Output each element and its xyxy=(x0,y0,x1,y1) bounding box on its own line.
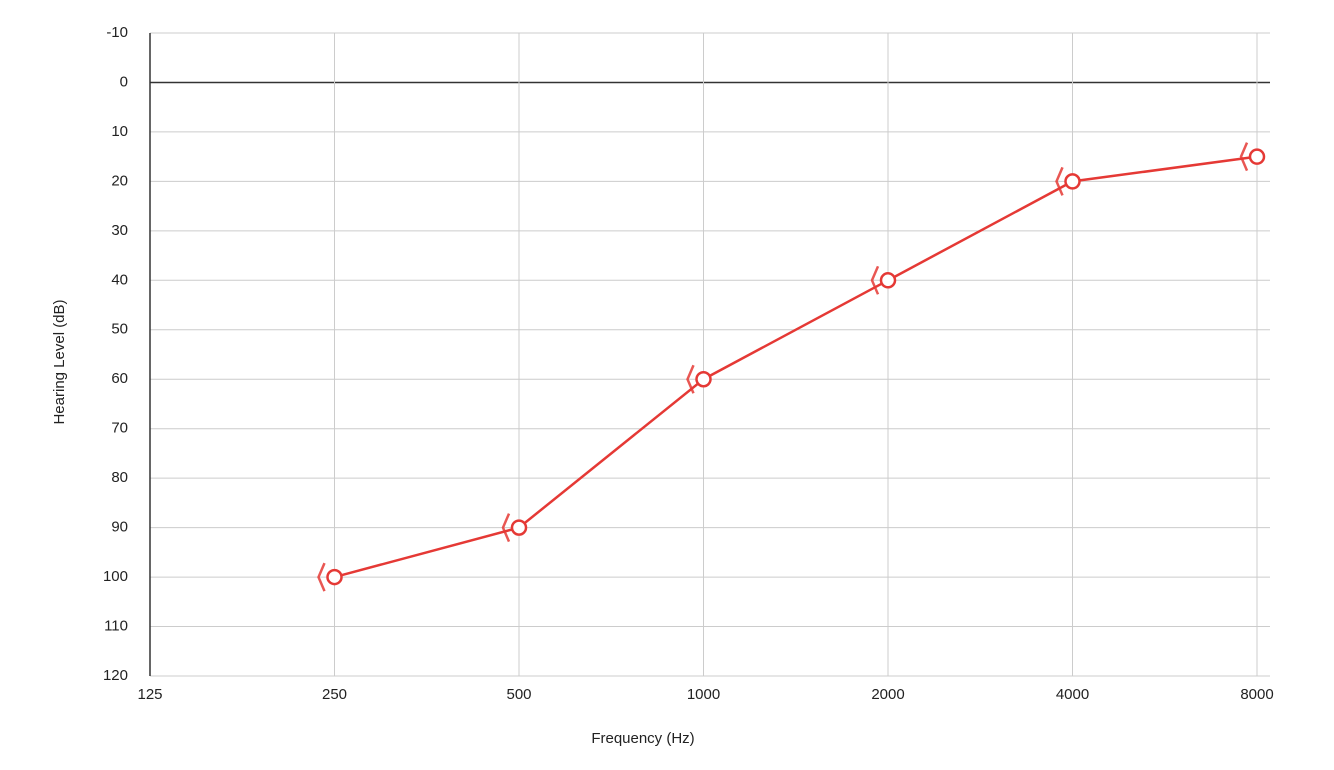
bracket-marker xyxy=(1239,142,1249,172)
data-point xyxy=(1064,173,1081,190)
y-tick-label: 100 xyxy=(103,568,128,585)
y-tick-label: 40 xyxy=(111,271,128,288)
bracket-marker xyxy=(501,513,511,543)
y-tick-label: 110 xyxy=(104,618,128,635)
data-point xyxy=(1248,148,1266,165)
y-tick-label: 70 xyxy=(111,420,128,437)
x-tick-label: 4000 xyxy=(1056,686,1089,703)
bracket-marker xyxy=(870,265,880,295)
x-tick-label: 500 xyxy=(506,686,531,703)
y-tick-label: 50 xyxy=(111,321,128,338)
y-tick-label: 90 xyxy=(111,519,128,536)
y-tick-label: 10 xyxy=(111,123,128,140)
data-point xyxy=(326,568,343,586)
bracket-marker xyxy=(1055,166,1064,196)
y-tick-label: 30 xyxy=(111,222,128,239)
y-tick-label: 60 xyxy=(111,370,128,387)
y-axis-label: Hearing Level (dB) xyxy=(51,299,68,424)
data-point xyxy=(695,370,712,388)
bracket-marker xyxy=(317,562,326,592)
x-tick-label: 125 xyxy=(137,686,162,703)
data-point xyxy=(510,519,528,536)
x-tick-label: 2000 xyxy=(871,686,904,703)
y-tick-label: -10 xyxy=(106,24,128,41)
bracket-marker xyxy=(686,364,695,394)
y-tick-label: 20 xyxy=(111,172,128,189)
x-axis-label: Frequency (Hz) xyxy=(591,730,694,747)
y-tick-label: 120 xyxy=(103,667,128,684)
x-tick-label: 8000 xyxy=(1240,686,1273,703)
x-tick-label: 1000 xyxy=(687,686,720,703)
x-tick-label: 250 xyxy=(322,686,347,703)
data-point xyxy=(879,272,897,289)
series-line xyxy=(334,155,1258,579)
y-tick-label: 0 xyxy=(120,73,128,90)
y-tick-label: 80 xyxy=(111,469,128,486)
